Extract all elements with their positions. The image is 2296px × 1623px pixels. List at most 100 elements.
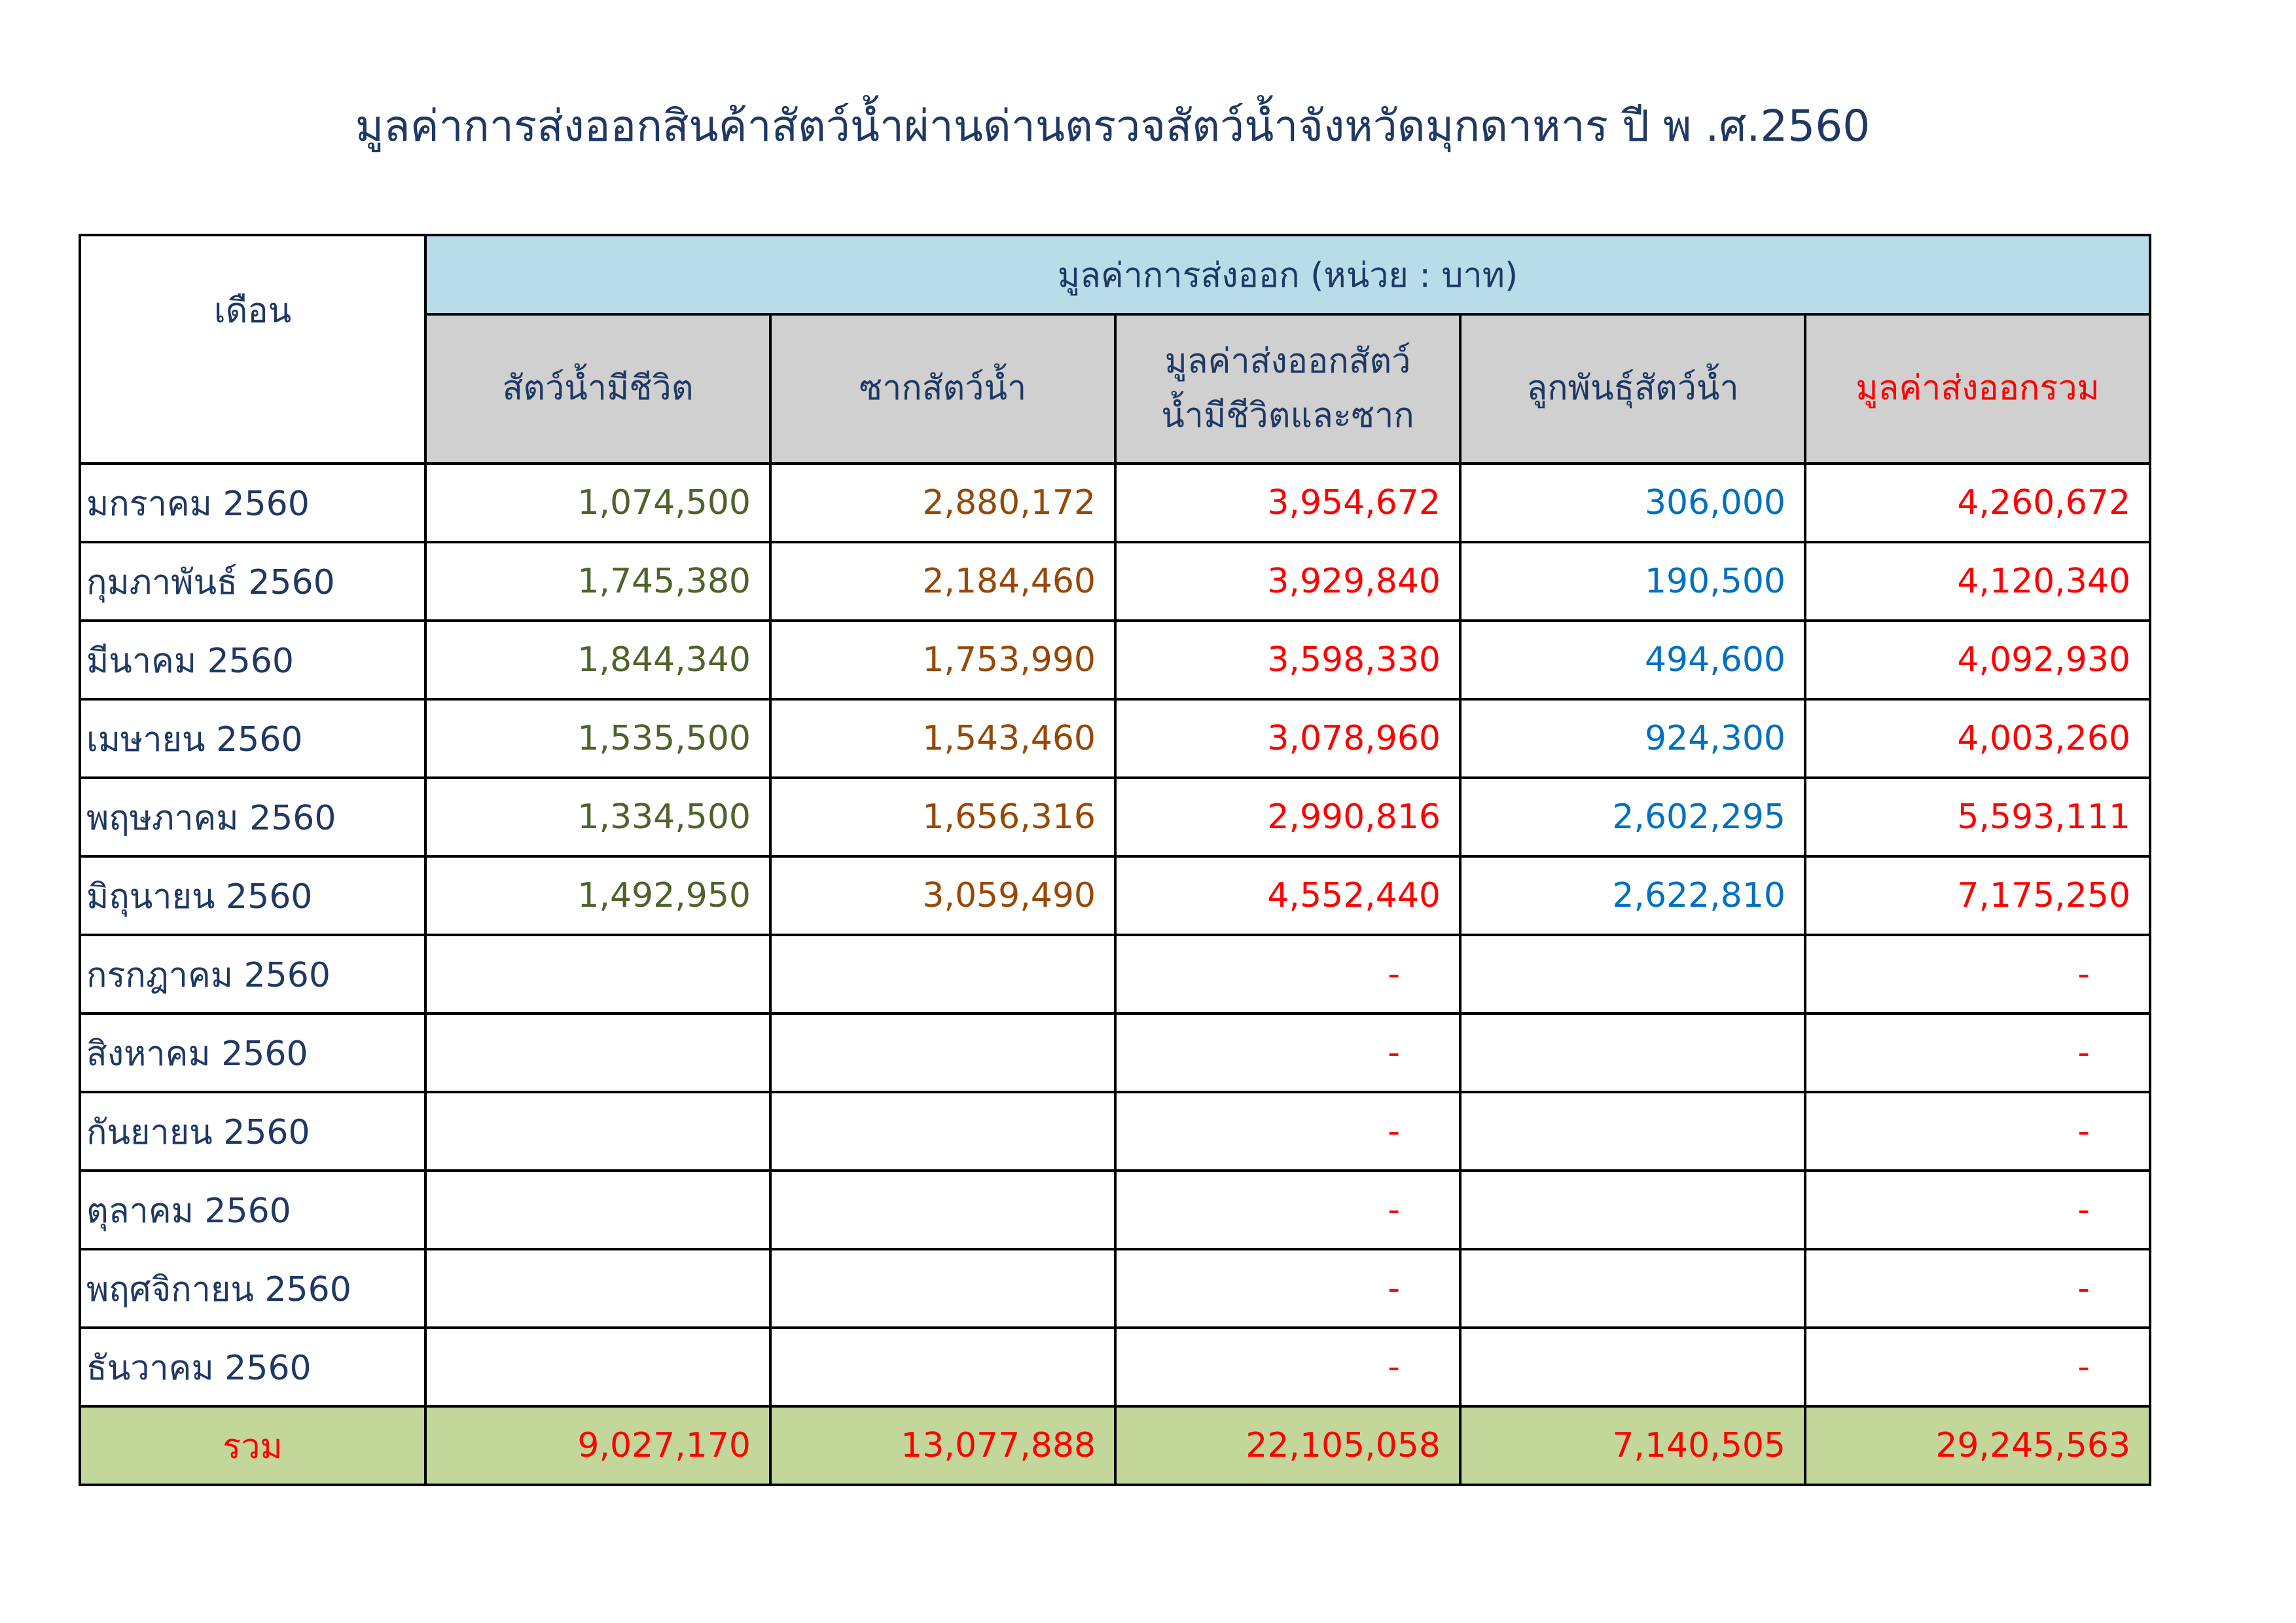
- totals-carcass: 13,077,888: [769, 1405, 1117, 1486]
- fry-cell: [1459, 1012, 1806, 1093]
- total-cell: -: [1803, 1012, 2152, 1093]
- live-cell: 1,535,500: [424, 698, 772, 779]
- carcass-cell: [769, 1091, 1117, 1172]
- live-cell: 1,334,500: [424, 776, 772, 858]
- month-cell: เมษายน 2560: [79, 698, 427, 779]
- fry-cell: 924,300: [1459, 698, 1806, 779]
- header-total-export: มูลค่าส่งออกรวม: [1803, 313, 2152, 465]
- month-cell: พฤศจิกายน 2560: [79, 1248, 427, 1329]
- table-row: พฤศจิกายน 2560 - -: [79, 1248, 2152, 1329]
- total-cell: -: [1803, 1169, 2152, 1250]
- fry-cell: [1459, 934, 1806, 1015]
- month-cell: มิถุนายน 2560: [79, 855, 427, 936]
- month-cell: ตุลาคม 2560: [79, 1169, 427, 1250]
- combined-cell: -: [1114, 1012, 1462, 1093]
- total-cell: -: [1803, 1326, 2152, 1408]
- totals-combined: 22,105,058: [1114, 1405, 1462, 1486]
- total-cell: 5,593,111: [1803, 776, 2152, 858]
- month-cell: กุมภาพันธ์ 2560: [79, 541, 427, 622]
- carcass-cell: [769, 1012, 1117, 1093]
- header-live-aquatic: สัตว์น้ำมีชีวิต: [424, 313, 772, 465]
- month-cell: กันยายน 2560: [79, 1091, 427, 1172]
- totals-fry: 7,140,505: [1459, 1405, 1806, 1486]
- header-live-and-carcass: มูลค่าส่งออกสัตว์น้ำมีชีวิตและซาก: [1114, 313, 1462, 465]
- totals-live: 9,027,170: [424, 1405, 772, 1486]
- fry-cell: [1459, 1169, 1806, 1250]
- total-cell: 4,003,260: [1803, 698, 2152, 779]
- combined-cell: 4,552,440: [1114, 855, 1462, 936]
- carcass-cell: 3,059,490: [769, 855, 1117, 936]
- live-cell: 1,745,380: [424, 541, 772, 622]
- combined-cell: -: [1114, 1169, 1462, 1250]
- month-cell: ธันวาคม 2560: [79, 1326, 427, 1408]
- export-value-table: เดือน มูลค่าการส่งออก (หน่วย : บาท) สัตว…: [79, 234, 2152, 1486]
- live-cell: 1,844,340: [424, 619, 772, 701]
- combined-cell: -: [1114, 1091, 1462, 1172]
- combined-cell: 3,078,960: [1114, 698, 1462, 779]
- combined-cell: 3,598,330: [1114, 619, 1462, 701]
- carcass-cell: [769, 1248, 1117, 1329]
- total-cell: -: [1803, 1091, 2152, 1172]
- table-row: ตุลาคม 2560 - -: [79, 1169, 2152, 1250]
- carcass-cell: 2,880,172: [769, 462, 1117, 543]
- live-cell: [424, 934, 772, 1015]
- live-cell: 1,074,500: [424, 462, 772, 543]
- table-row: เมษายน 2560 1,535,500 1,543,460 3,078,96…: [79, 698, 2152, 779]
- fry-cell: [1459, 1248, 1806, 1329]
- carcass-cell: [769, 1169, 1117, 1250]
- header-month: เดือน: [79, 234, 427, 465]
- header-fry: ลูกพันธุ์สัตว์น้ำ: [1459, 313, 1806, 465]
- table-row: ธันวาคม 2560 - -: [79, 1326, 2152, 1408]
- totals-total: 29,245,563: [1803, 1405, 2152, 1486]
- fry-cell: 190,500: [1459, 541, 1806, 622]
- fry-cell: 2,602,295: [1459, 776, 1806, 858]
- live-cell: [424, 1248, 772, 1329]
- carcass-cell: 1,543,460: [769, 698, 1117, 779]
- table-row: มกราคม 2560 1,074,500 2,880,172 3,954,67…: [79, 462, 2152, 543]
- total-cell: 4,260,672: [1803, 462, 2152, 543]
- total-cell: 4,120,340: [1803, 541, 2152, 622]
- combined-cell: -: [1114, 934, 1462, 1015]
- total-cell: -: [1803, 934, 2152, 1015]
- fry-cell: 2,622,810: [1459, 855, 1806, 936]
- total-cell: 4,092,930: [1803, 619, 2152, 701]
- month-cell: พฤษภาคม 2560: [79, 776, 427, 858]
- live-cell: [424, 1091, 772, 1172]
- header-carcass: ซากสัตว์น้ำ: [769, 313, 1117, 465]
- carcass-cell: 2,184,460: [769, 541, 1117, 622]
- page-title: มูลค่าการส่งออกสินค้าสัตว์น้ำผ่านด่านตรว…: [355, 101, 1871, 151]
- carcass-cell: [769, 1326, 1117, 1408]
- month-cell: สิงหาคม 2560: [79, 1012, 427, 1093]
- table-row: กรกฎาคม 2560 - -: [79, 934, 2152, 1015]
- live-cell: [424, 1169, 772, 1250]
- table-row: มีนาคม 2560 1,844,340 1,753,990 3,598,33…: [79, 619, 2152, 701]
- header-export-value-group: มูลค่าการส่งออก (หน่วย : บาท): [423, 234, 2152, 316]
- fry-cell: 306,000: [1459, 462, 1806, 543]
- carcass-cell: [769, 934, 1117, 1015]
- fry-cell: [1459, 1091, 1806, 1172]
- live-cell: 1,492,950: [424, 855, 772, 936]
- table-row: สิงหาคม 2560 - -: [79, 1012, 2152, 1093]
- carcass-cell: 1,753,990: [769, 619, 1117, 701]
- totals-row: รวม 9,027,170 13,077,888 22,105,058 7,14…: [79, 1405, 2152, 1486]
- table-row: พฤษภาคม 2560 1,334,500 1,656,316 2,990,8…: [79, 776, 2152, 858]
- month-cell: มกราคม 2560: [79, 462, 427, 543]
- table-row: มิถุนายน 2560 1,492,950 3,059,490 4,552,…: [79, 855, 2152, 936]
- table-row: กุมภาพันธ์ 2560 1,745,380 2,184,460 3,92…: [79, 541, 2152, 622]
- combined-cell: 3,929,840: [1114, 541, 1462, 622]
- combined-cell: 2,990,816: [1114, 776, 1462, 858]
- carcass-cell: 1,656,316: [769, 776, 1117, 858]
- total-cell: -: [1803, 1248, 2152, 1329]
- combined-cell: 3,954,672: [1114, 462, 1462, 543]
- table-row: กันยายน 2560 - -: [79, 1091, 2152, 1172]
- live-cell: [424, 1012, 772, 1093]
- month-cell: กรกฎาคม 2560: [79, 934, 427, 1015]
- combined-cell: -: [1114, 1248, 1462, 1329]
- fry-cell: 494,600: [1459, 619, 1806, 701]
- live-cell: [424, 1326, 772, 1408]
- fry-cell: [1459, 1326, 1806, 1408]
- combined-cell: -: [1114, 1326, 1462, 1408]
- month-cell: มีนาคม 2560: [79, 619, 427, 701]
- totals-label: รวม: [79, 1405, 427, 1486]
- total-cell: 7,175,250: [1803, 855, 2152, 936]
